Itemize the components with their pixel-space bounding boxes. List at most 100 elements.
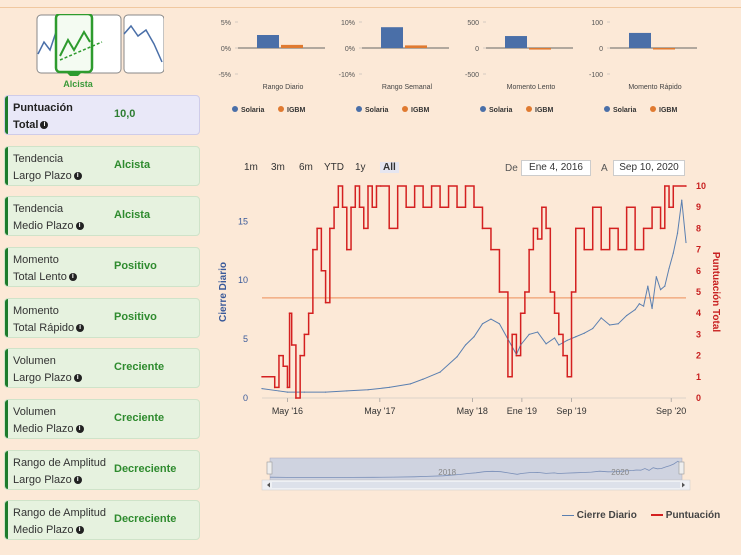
card-label: Volumen Medio Plazo i [13,404,84,438]
summary-card[interactable]: Tendencia Largo Plazo i Alcista [4,146,200,186]
mini-tick-label: 0 [599,46,603,53]
summary-card[interactable]: Rango de Amplitud Largo Plazo i Decreciente [4,450,200,490]
card-label-line2: Medio Plazo [13,524,74,536]
puntuacion-point [532,227,535,230]
puntuacion-point [413,185,416,187]
card-label: Puntuación Total i [13,100,73,134]
legend-cierre: Cierre Diario [562,510,637,521]
cierre-point [528,333,530,335]
puntuacion-point [672,185,675,187]
range-button-6m[interactable]: 6m [299,162,313,173]
card-label-line1: Momento [13,254,59,266]
puntuacion-point [524,291,526,293]
navigator-left-handle[interactable] [266,461,273,475]
right-tick-label: 1 [696,372,701,382]
summary-card[interactable]: Volumen Medio Plazo i Creciente [4,399,200,439]
to-label: A [601,163,608,174]
info-icon[interactable]: i [68,273,77,282]
cierre-point [583,332,585,334]
puntuacion-point [511,333,513,336]
puntuacion-point [600,248,602,251]
from-date-input[interactable]: Ene 4, 2016 [521,160,591,176]
info-icon[interactable]: i [73,374,82,383]
cierre-point [685,241,687,244]
summary-card[interactable]: Tendencia Medio Plazo i Alcista [4,196,200,236]
mini-bar-igbm [405,45,427,48]
card-label: Momento Total Rápido i [13,303,85,337]
range-button-1m[interactable]: 1m [244,162,258,173]
puntuacion-point [329,227,331,230]
cierre-point [681,199,683,201]
mini-chart-0: 5% 0% -5% Solaria IGBM Rango Diario [219,20,325,114]
puntuacion-point [286,386,289,389]
info-icon[interactable]: i [40,121,49,130]
info-icon[interactable]: i [76,324,85,333]
info-icon[interactable]: i [75,222,84,231]
puntuacion-point [439,206,441,208]
cierre-point [566,339,568,341]
summary-card[interactable]: Rango de Amplitud Medio Plazo i Decreciente [4,500,200,540]
cierre-point [558,344,560,346]
puntuacion-point [354,185,357,187]
mini-tick-label: 5% [221,20,231,27]
mini-legend-label: IGBM [287,107,305,114]
mini-bar-solaria [257,35,279,48]
puntuacion-point [396,185,399,187]
info-icon[interactable]: i [75,526,84,535]
cierre-point [464,344,467,346]
puntuacion-point [290,344,293,346]
card-label-line1: Tendencia [13,203,64,215]
puntuacion-point [288,312,291,314]
range-button-all[interactable]: All [380,162,399,173]
plot-area [262,186,686,398]
puntuacion-point [303,333,306,336]
mini-bar-igbm [653,48,675,50]
range-button-3m[interactable]: 3m [271,162,285,173]
x-tick-label: Sep '20 [656,406,686,416]
info-icon[interactable]: i [75,425,84,434]
card-label-line1: Volumen [13,406,56,418]
puntuacion-point [405,206,407,208]
cierre-point [278,390,280,392]
right-tick-label: 3 [696,329,701,339]
mini-legend-label: Solaria [613,107,636,114]
summary-card[interactable]: Momento Total Lento i Positivo [4,247,200,287]
summary-card[interactable]: Volumen Largo Plazo i Creciente [4,348,200,388]
mini-tick-label: -10% [339,72,355,79]
range-button-1y[interactable]: 1y [355,162,366,173]
puntuacion-point [498,291,501,293]
puntuacion-point [608,227,611,230]
puntuacion-point [558,333,560,336]
summary-card[interactable]: Momento Total Rápido i Positivo [4,298,200,338]
card-label-line2: Largo Plazo [13,372,72,384]
puntuacion-point [362,227,365,230]
puntuacion-point [422,206,424,208]
legend-puntuacion: Puntuación [651,510,720,521]
summary-card[interactable]: Puntuación Total i 10,0 [4,95,200,135]
series-cierre-line [261,200,687,393]
card-accent-bar [5,349,8,387]
mini-legend-label: Solaria [241,107,264,114]
right-tick-label: 8 [696,223,701,233]
legend-dot [356,106,362,112]
right-tick-label: 9 [696,202,701,212]
info-icon[interactable]: i [73,172,82,181]
puntuacion-point [324,301,327,304]
to-date-input[interactable]: Sep 10, 2020 [613,160,685,176]
info-icon[interactable]: i [73,476,82,485]
navigator-right-handle[interactable] [678,461,685,475]
range-button-ytd[interactable]: YTD [324,162,344,173]
mini-category-label: Momento Lento [507,84,556,91]
card-value: Decreciente [114,513,177,525]
legend-dot [278,106,284,112]
puntuacion-point [473,206,475,208]
puntuacion-point [545,227,547,230]
puntuacion-point [333,206,335,208]
cierre-point [490,318,492,320]
logo-label: Alcista [63,79,93,89]
cierre-point [286,391,289,393]
mini-chart-3: 100 0 -100 Solaria IGBM Momento Rápido [589,20,697,114]
card-accent-bar [5,96,8,134]
legend-dot [650,106,656,112]
cierre-point [634,309,636,311]
